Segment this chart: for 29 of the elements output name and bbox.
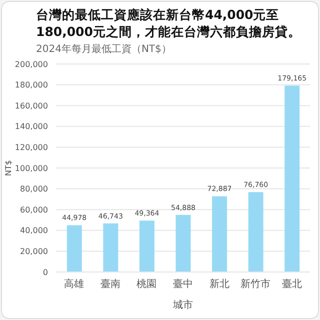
y-tick-label: 200,000 <box>14 60 48 69</box>
y-tick-label: 160,000 <box>14 101 48 110</box>
bar <box>212 196 228 272</box>
x-tick-label: 臺北 <box>282 278 302 290</box>
chart-title: 台灣的最低工資應該在新台幣44,000元至180,000元之間，才能在台灣六都負擔房貸。 <box>35 6 302 40</box>
y-tick-label: 100,000 <box>14 164 48 173</box>
x-tick-label: 桃園 <box>136 278 157 290</box>
bar <box>176 214 191 272</box>
chart-subtitle: 2024年每月最低工資（NT$） <box>35 43 172 56</box>
x-axis-title: 城市 <box>172 299 193 311</box>
x-tick-label: 高雄 <box>64 278 84 290</box>
bar <box>248 192 264 272</box>
y-tick-label: 120,000 <box>14 143 48 152</box>
y-tick-label: 20,000 <box>20 247 48 256</box>
y-tick-label: 80,000 <box>20 184 48 194</box>
bar <box>66 225 82 272</box>
y-tick-label: 0 <box>42 268 48 277</box>
y-tick-label: 140,000 <box>14 122 48 132</box>
x-tick-label: 臺南 <box>100 278 120 290</box>
x-tick-label: 臺中 <box>173 278 193 290</box>
x-tick-label: 新北 <box>209 278 230 290</box>
y-tick-label: 60,000 <box>20 205 48 214</box>
y-tick-label: 180,000 <box>14 80 48 90</box>
y-axis-title: NT$ <box>4 160 13 176</box>
bar <box>103 223 118 272</box>
bar <box>139 220 154 272</box>
x-tick-label: 新竹市 <box>240 278 271 290</box>
y-tick-label: 40,000 <box>20 226 48 236</box>
bar <box>284 86 300 272</box>
